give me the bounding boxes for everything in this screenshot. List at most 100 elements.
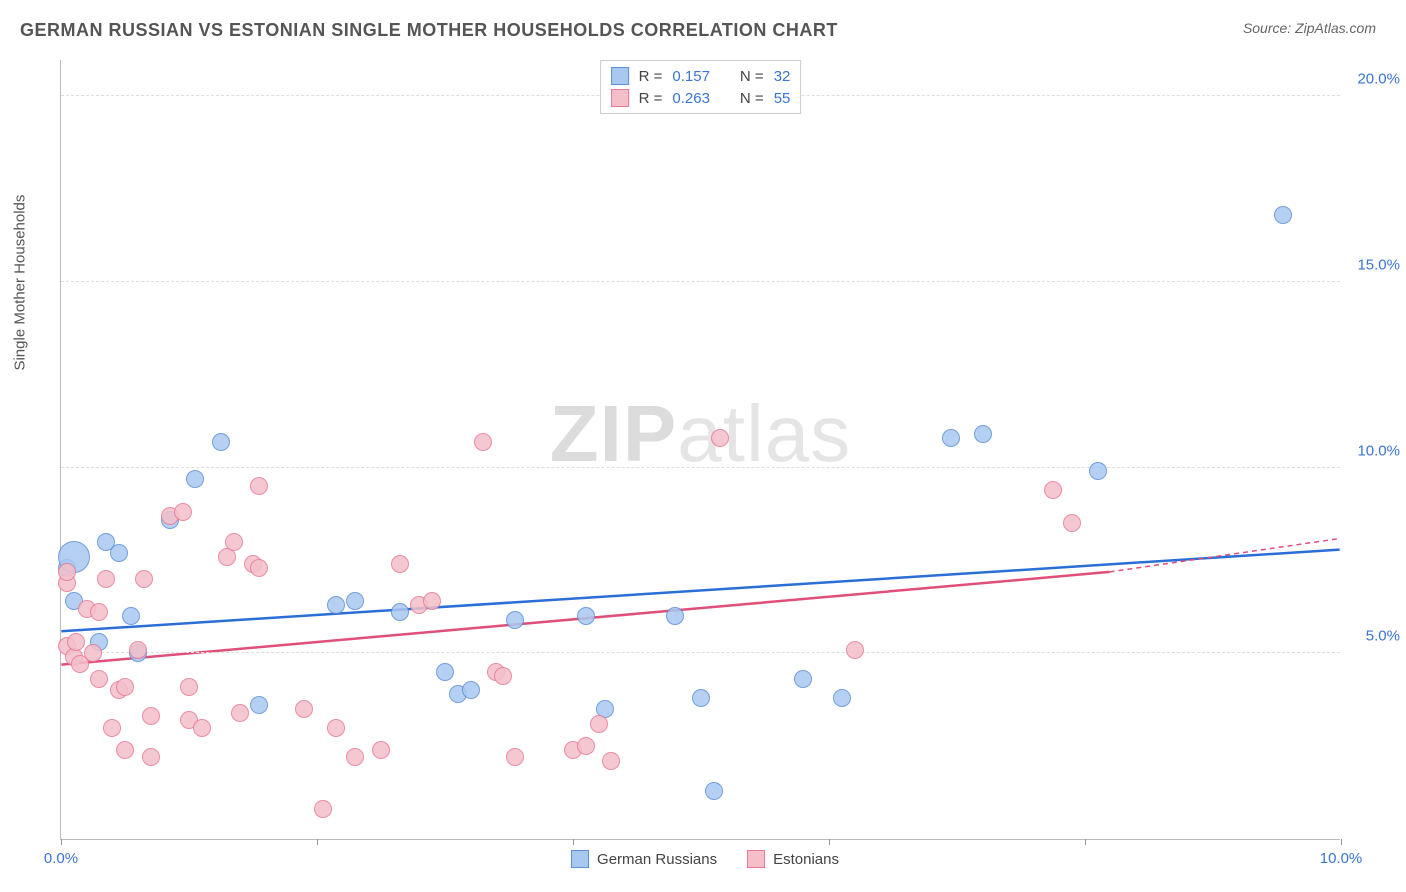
legend-swatch (747, 850, 765, 868)
data-point (110, 544, 128, 562)
source-label: Source: ZipAtlas.com (1243, 20, 1376, 36)
legend-swatch (611, 67, 629, 85)
data-point (577, 737, 595, 755)
x-tick (829, 839, 830, 845)
data-point (506, 748, 524, 766)
data-point (1063, 514, 1081, 532)
data-point (423, 592, 441, 610)
y-tick-label: 10.0% (1357, 442, 1400, 459)
data-point (116, 678, 134, 696)
data-point (833, 689, 851, 707)
data-point (90, 603, 108, 621)
data-point (212, 433, 230, 451)
y-tick-label: 5.0% (1366, 628, 1400, 645)
data-point (942, 429, 960, 447)
trend-lines (61, 60, 1340, 839)
x-tick-label: 10.0% (1320, 850, 1363, 867)
legend-swatch (571, 850, 589, 868)
data-point (346, 592, 364, 610)
plot-area: ZIPatlas R =0.157N =32R =0.263N =55 5.0%… (60, 60, 1340, 840)
data-point (436, 663, 454, 681)
gridline (61, 652, 1340, 653)
data-point (129, 641, 147, 659)
data-point (327, 719, 345, 737)
y-tick-label: 20.0% (1357, 71, 1400, 88)
data-point (97, 570, 115, 588)
legend-row: R = 0.157 N = 32 (611, 65, 791, 87)
data-point (174, 503, 192, 521)
data-point (180, 678, 198, 696)
data-point (58, 563, 76, 581)
x-tick (317, 839, 318, 845)
correlation-legend: R = 0.157 N = 32 R = 0.263 N = 55 (600, 60, 802, 114)
series-legend-item: Estonians (747, 850, 839, 868)
data-point (84, 644, 102, 662)
gridline (61, 467, 1340, 468)
data-point (794, 670, 812, 688)
data-point (506, 611, 524, 629)
data-point (314, 800, 332, 818)
data-point (327, 596, 345, 614)
series-legend-item: German Russians (571, 850, 717, 868)
data-point (142, 748, 160, 766)
n-value: 32 (774, 68, 791, 85)
gridline (61, 281, 1340, 282)
data-point (1089, 462, 1107, 480)
data-point (225, 533, 243, 551)
data-point (494, 667, 512, 685)
data-point (474, 433, 492, 451)
data-point (295, 700, 313, 718)
x-tick (573, 839, 574, 845)
data-point (1274, 206, 1292, 224)
data-point (692, 689, 710, 707)
x-tick-label: 0.0% (44, 850, 78, 867)
x-tick (61, 839, 62, 845)
data-point (103, 719, 121, 737)
data-point (846, 641, 864, 659)
data-point (666, 607, 684, 625)
data-point (250, 696, 268, 714)
legend-row: R = 0.263 N = 55 (611, 87, 791, 109)
y-tick-label: 15.0% (1357, 256, 1400, 273)
data-point (142, 707, 160, 725)
data-point (391, 555, 409, 573)
x-tick (1341, 839, 1342, 845)
data-point (346, 748, 364, 766)
data-point (602, 752, 620, 770)
data-point (135, 570, 153, 588)
data-point (250, 477, 268, 495)
data-point (193, 719, 211, 737)
chart-container: Single Mother Households ZIPatlas R =0.1… (50, 60, 1360, 840)
x-tick (1085, 839, 1086, 845)
legend-swatch (611, 89, 629, 107)
data-point (186, 470, 204, 488)
n-value: 55 (774, 90, 791, 107)
data-point (231, 704, 249, 722)
data-point (391, 603, 409, 621)
data-point (67, 633, 85, 651)
r-label: R = (639, 90, 663, 107)
n-label: N = (740, 90, 764, 107)
series-legend: German Russians Estonians (571, 850, 839, 868)
r-value: 0.157 (672, 68, 710, 85)
chart-title: GERMAN RUSSIAN VS ESTONIAN SINGLE MOTHER… (20, 20, 838, 41)
r-value: 0.263 (672, 90, 710, 107)
data-point (116, 741, 134, 759)
data-point (90, 670, 108, 688)
data-point (705, 782, 723, 800)
y-axis-label: Single Mother Households (12, 195, 29, 371)
r-label: R = (639, 68, 663, 85)
data-point (372, 741, 390, 759)
data-point (462, 681, 480, 699)
data-point (250, 559, 268, 577)
data-point (1044, 481, 1062, 499)
data-point (122, 607, 140, 625)
data-point (590, 715, 608, 733)
data-point (711, 429, 729, 447)
data-point (577, 607, 595, 625)
series-name: Estonians (773, 851, 839, 868)
data-point (974, 425, 992, 443)
header: GERMAN RUSSIAN VS ESTONIAN SINGLE MOTHER… (0, 0, 1406, 51)
series-name: German Russians (597, 851, 717, 868)
n-label: N = (740, 68, 764, 85)
